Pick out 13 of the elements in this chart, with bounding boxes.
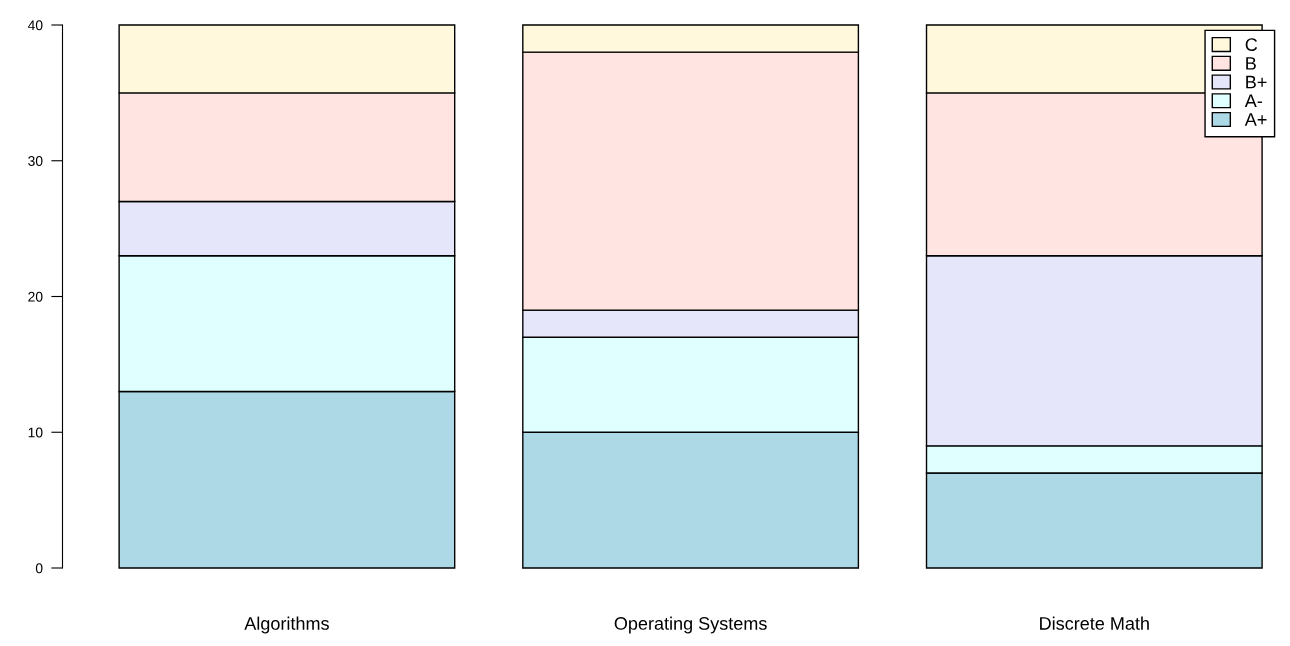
legend-label: A+: [1244, 113, 1267, 126]
x-tick-label: Operating Systems: [614, 616, 767, 634]
y-tick-label: 30: [28, 156, 43, 166]
y-tick-label: 40: [27, 20, 43, 31]
y-tick-label: 10: [28, 427, 43, 438]
x-tick-label: Algorithms: [244, 616, 329, 634]
y-tick-label: 0: [35, 563, 43, 574]
legend-label: A-: [1244, 94, 1263, 108]
y-tick-label: 20: [28, 291, 43, 302]
x-tick-label: Discrete Math: [1040, 616, 1149, 630]
legend-label: B+: [1246, 75, 1267, 89]
legend-label: B: [1246, 57, 1256, 70]
legend-label: C: [1245, 38, 1258, 51]
